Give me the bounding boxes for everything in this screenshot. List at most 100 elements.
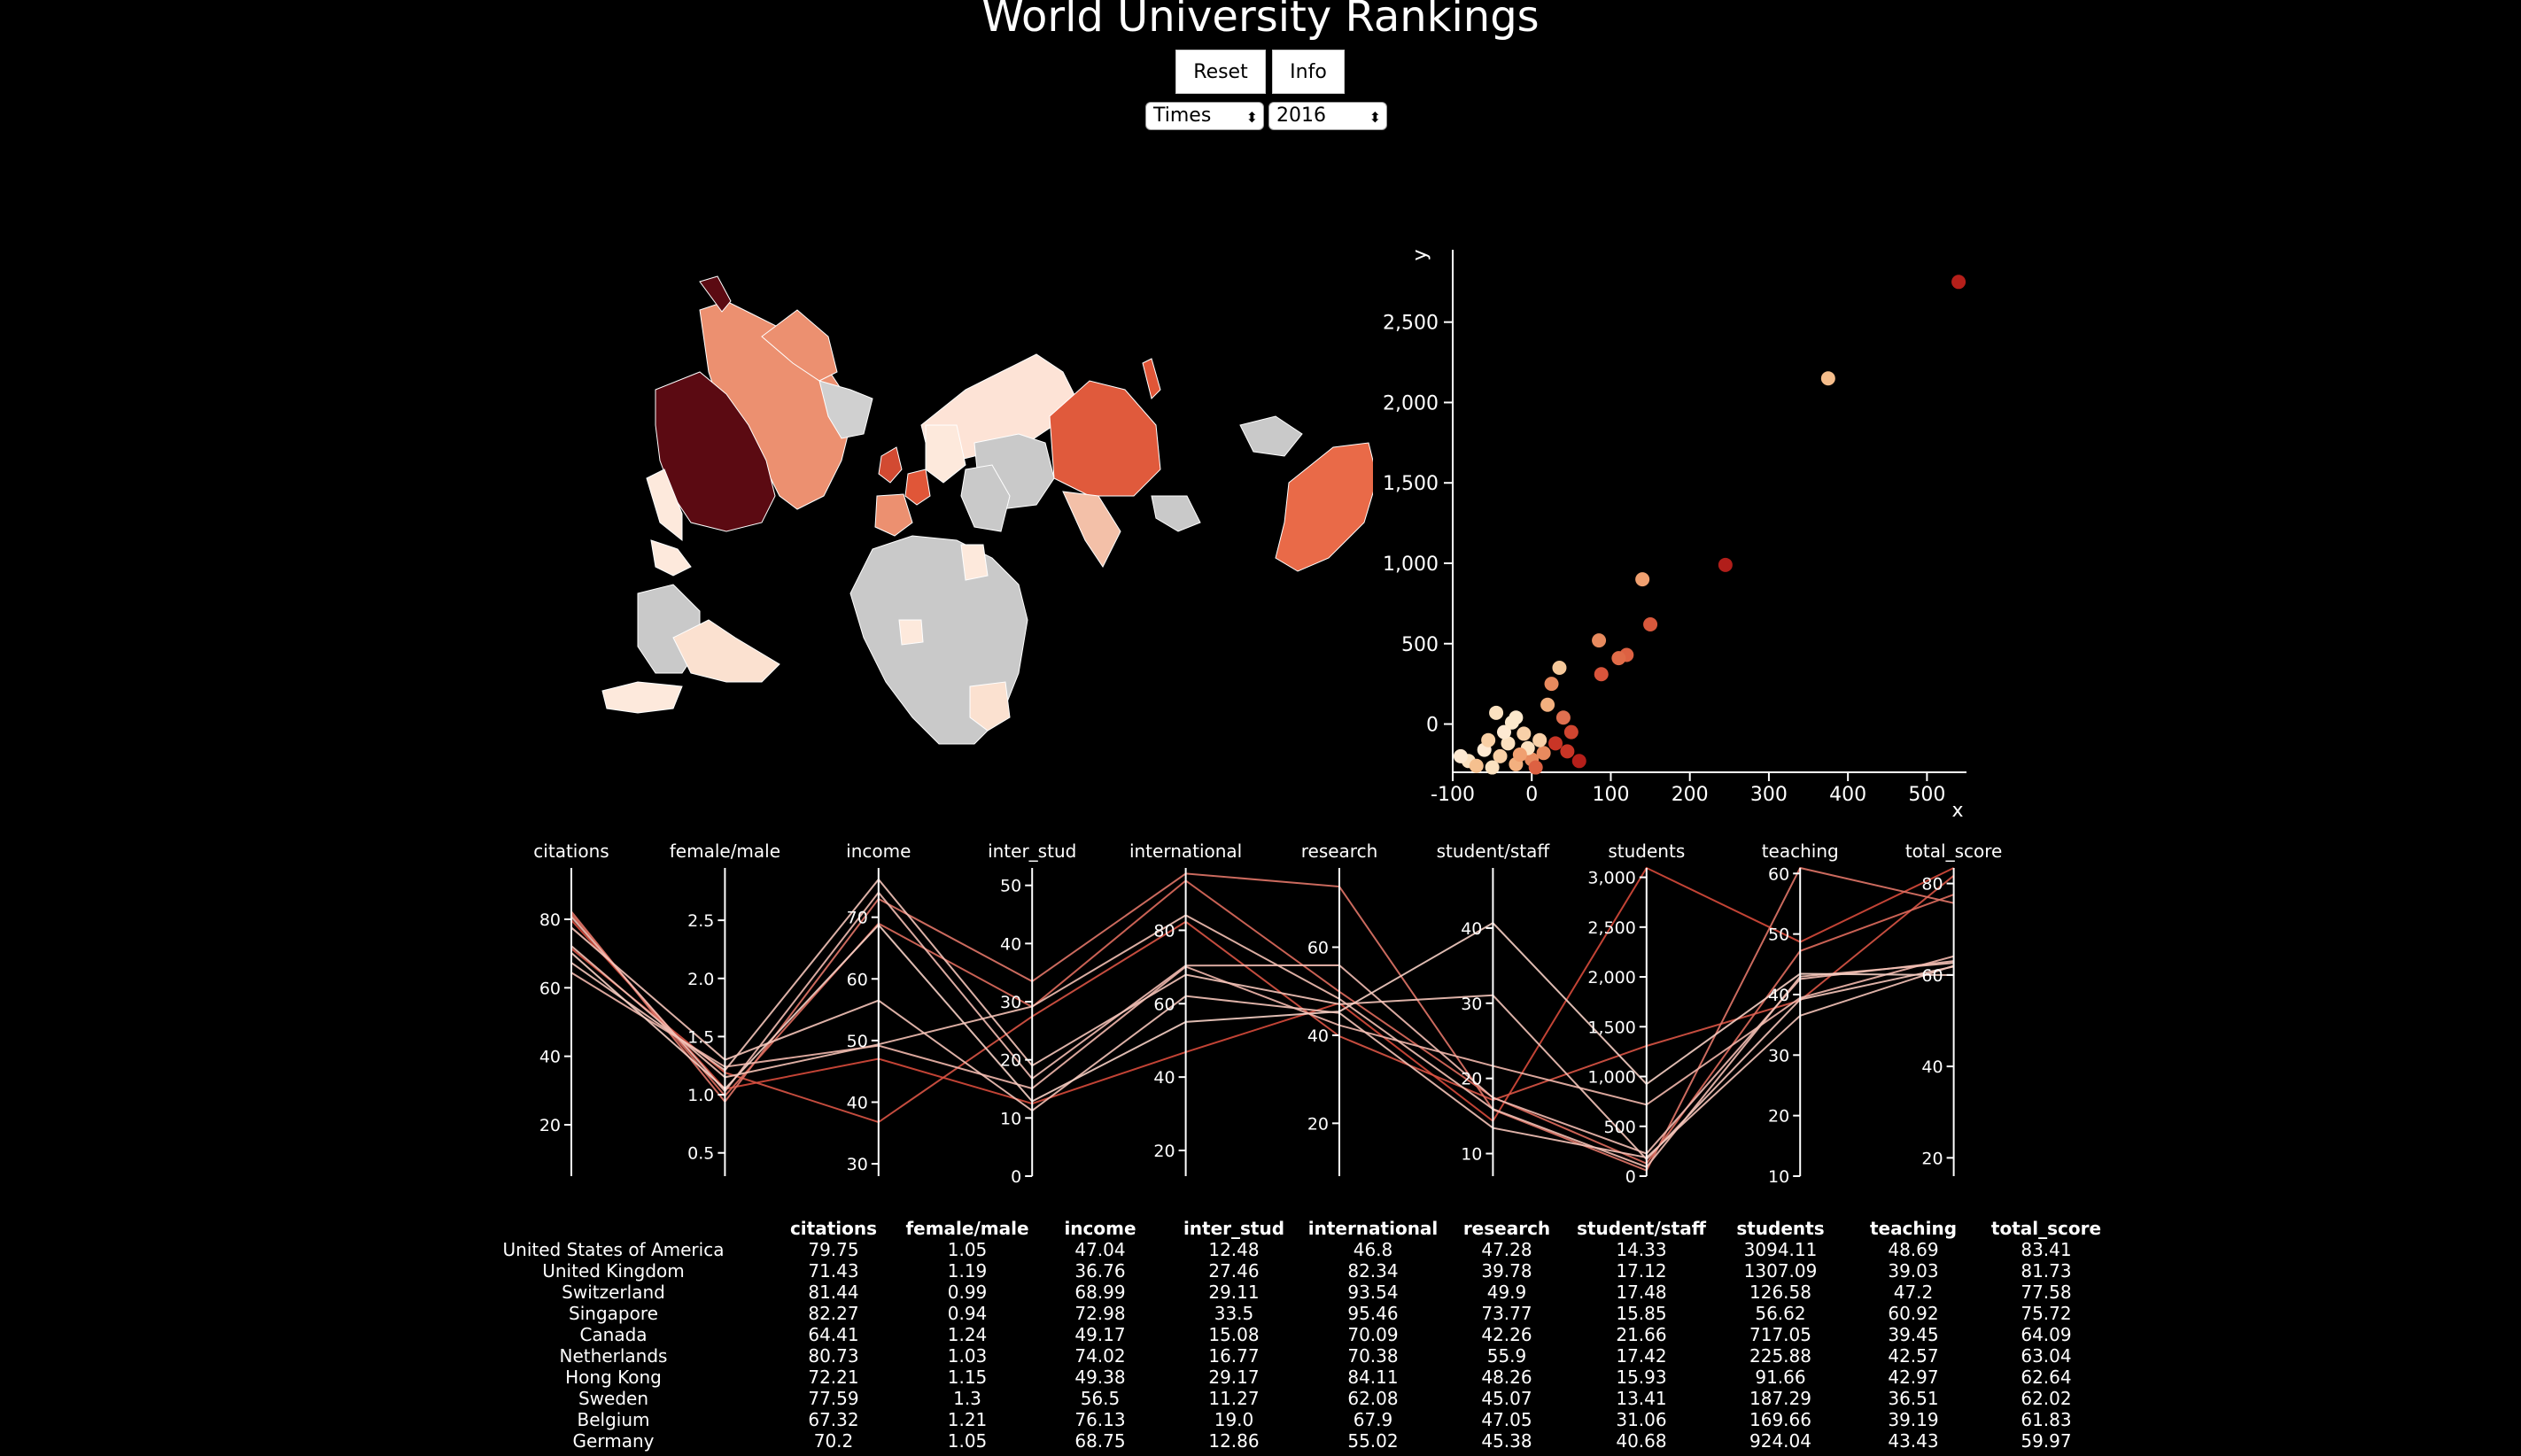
scatter-point[interactable] — [1560, 744, 1575, 759]
year-select[interactable]: 2016 ⬍ — [1268, 102, 1387, 130]
scatter-point[interactable] — [1548, 736, 1563, 751]
table-row[interactable]: Netherlands 80.73 1.03 74.02 16.77 70.38 55.9 1… — [461, 1345, 2113, 1367]
scatter-point[interactable] — [1643, 616, 1658, 631]
pcp-axis-label[interactable]: students — [1608, 840, 1685, 862]
scatter-point[interactable] — [1532, 732, 1548, 747]
table-header-cell[interactable]: income — [1064, 1218, 1136, 1239]
table-row[interactable]: Germany 70.2 1.05 68.75 12.86 55.02 45.38 40.68… — [461, 1430, 2113, 1452]
country-china[interactable] — [1049, 380, 1161, 497]
source-select[interactable]: Times ⬍ — [1145, 102, 1264, 130]
country-nigeria[interactable] — [898, 619, 924, 646]
pcp-line[interactable] — [570, 878, 1954, 1161]
table-row[interactable]: Canada 64.41 1.24 49.17 15.08 70.09 42.26 21.66… — [461, 1324, 2113, 1345]
pcp-line[interactable] — [570, 955, 1954, 1106]
scatter-point[interactable] — [1611, 651, 1626, 666]
country-uk[interactable] — [878, 446, 903, 484]
pcp-axis-label[interactable]: total_score — [1905, 840, 2002, 862]
info-button[interactable]: Info — [1272, 50, 1345, 94]
table-row[interactable]: Sweden 77.59 1.3 56.5 11.27 62.08 45.07 13.41 18… — [461, 1388, 2113, 1409]
reset-button[interactable]: Reset — [1175, 50, 1266, 94]
region-arctic-islands[interactable] — [818, 380, 873, 439]
pcp-line[interactable] — [570, 866, 1954, 1172]
scatter-point[interactable] — [1504, 715, 1519, 730]
scatter-point[interactable] — [1485, 760, 1500, 775]
scatter-point[interactable] — [1563, 724, 1579, 740]
pcp-axis-label[interactable]: international — [1129, 840, 1242, 862]
scatter-point[interactable] — [1552, 661, 1567, 675]
table-row[interactable]: Belgium 67.32 1.21 76.13 19.0 67.9 47.05 31.06 1… — [461, 1409, 2113, 1430]
scatter-point[interactable] — [1951, 275, 1966, 290]
scatter-y-tick-label: 2,500 — [1383, 313, 1439, 335]
country-south-africa[interactable] — [969, 681, 1011, 732]
pcp-line[interactable] — [570, 926, 1954, 1159]
scatter-point[interactable] — [1493, 748, 1508, 763]
scatter-point[interactable] — [1592, 633, 1607, 648]
pcp-axis-label[interactable]: income — [846, 840, 911, 862]
country-france[interactable] — [874, 493, 913, 537]
country-greenland[interactable] — [699, 275, 732, 313]
table-header-cell[interactable]: research — [1462, 1218, 1551, 1239]
table-header-cell[interactable]: female/male — [905, 1218, 1029, 1239]
scatter-point[interactable] — [1594, 667, 1609, 682]
country-mexico[interactable] — [646, 469, 683, 542]
scatter-point[interactable] — [1571, 754, 1586, 769]
table-header-cell[interactable]: international — [1307, 1218, 1439, 1239]
table-row[interactable]: United States of America 79.75 1.05 47.04 12… — [461, 1239, 2113, 1260]
table-header-cell[interactable]: total_score — [1990, 1218, 2102, 1239]
scatter-point[interactable] — [1469, 758, 1484, 773]
pcp-line[interactable] — [570, 914, 1954, 1168]
country-india[interactable] — [1062, 491, 1121, 568]
scatter-point[interactable] — [1555, 710, 1571, 725]
scatter-point[interactable] — [1516, 726, 1532, 741]
region-eastern-europe[interactable] — [925, 424, 966, 484]
pcp-axis-label[interactable]: research — [1301, 840, 1378, 862]
scatter-point[interactable] — [1635, 572, 1650, 587]
scatter-point[interactable] — [1512, 747, 1527, 763]
table-header-cell[interactable]: students — [1736, 1218, 1825, 1239]
table-header-cell[interactable]: student/staff — [1577, 1218, 1706, 1239]
scatter-point[interactable] — [1820, 371, 1835, 386]
scatter-point[interactable] — [1528, 760, 1543, 775]
table-row[interactable]: United Kingdom 71.43 1.19 36.76 27.46 82.34 39… — [461, 1260, 2113, 1282]
scatter-point[interactable] — [1718, 557, 1733, 572]
region-southeast-asia[interactable] — [1151, 495, 1201, 532]
parallel-coordinates-plot[interactable]: citations 20 40 60 80 female/male 0.5 1.0 1.5 2.0… — [461, 833, 2498, 1187]
table-header-cell[interactable]: teaching — [1869, 1218, 1958, 1239]
pcp-line[interactable] — [570, 874, 1955, 1124]
country-brazil[interactable] — [672, 619, 780, 683]
region-indonesia[interactable] — [1239, 415, 1303, 457]
pcp-line[interactable] — [570, 891, 1954, 1155]
table-row[interactable]: Hong Kong 72.21 1.15 49.38 29.17 84.11 48.26 15… — [461, 1367, 2113, 1388]
scatter-point[interactable] — [1481, 732, 1496, 747]
pcp-axis-label[interactable]: female/male — [670, 840, 780, 862]
pcp-line[interactable] — [570, 866, 1955, 1123]
scatter-point[interactable] — [1544, 677, 1559, 692]
scatter-point[interactable] — [1540, 697, 1555, 712]
country-chile-argentina[interactable] — [601, 681, 683, 714]
table-header-cell[interactable]: citations — [789, 1218, 878, 1239]
pcp-axis-label[interactable]: teaching — [1762, 840, 1839, 862]
pcp-axis-label[interactable]: citations — [533, 840, 609, 862]
country-usa[interactable] — [655, 371, 776, 532]
scatter-point[interactable] — [1489, 705, 1504, 720]
world-map[interactable] — [576, 248, 1373, 779]
table-row[interactable]: Singapore 82.27 0.94 72.98 33.5 95.46 73.77 15.… — [461, 1303, 2113, 1324]
pcp-line[interactable] — [570, 921, 1954, 1103]
country-egypt[interactable] — [960, 544, 989, 581]
country-australia[interactable] — [1275, 442, 1373, 572]
country-germany[interactable] — [904, 469, 931, 506]
region-pacific-islands[interactable] — [650, 539, 692, 577]
scatter-point[interactable] — [1501, 736, 1516, 751]
pcp-axis-label[interactable]: student/staff — [1437, 840, 1551, 862]
scatter-point[interactable] — [1453, 748, 1468, 763]
pcp-line[interactable] — [570, 879, 1954, 1165]
country-japan[interactable] — [1142, 358, 1161, 399]
scatter-plot[interactable]: -100 0 100 200 300 400 500 0 500 1,000 1,500 2,000 2… — [1364, 239, 1984, 841]
country-alaska-region[interactable] — [761, 309, 838, 382]
scatter-point[interactable] — [1497, 724, 1511, 740]
pcp-axis-label[interactable]: inter_stud — [988, 840, 1076, 862]
scatter-point[interactable] — [1536, 746, 1551, 761]
table-row[interactable]: Switzerland 81.44 0.99 68.99 29.11 93.54 49.9 1… — [461, 1282, 2113, 1303]
table-header-cell[interactable]: inter_stud — [1183, 1218, 1285, 1239]
region-middle-east[interactable] — [960, 464, 1011, 532]
